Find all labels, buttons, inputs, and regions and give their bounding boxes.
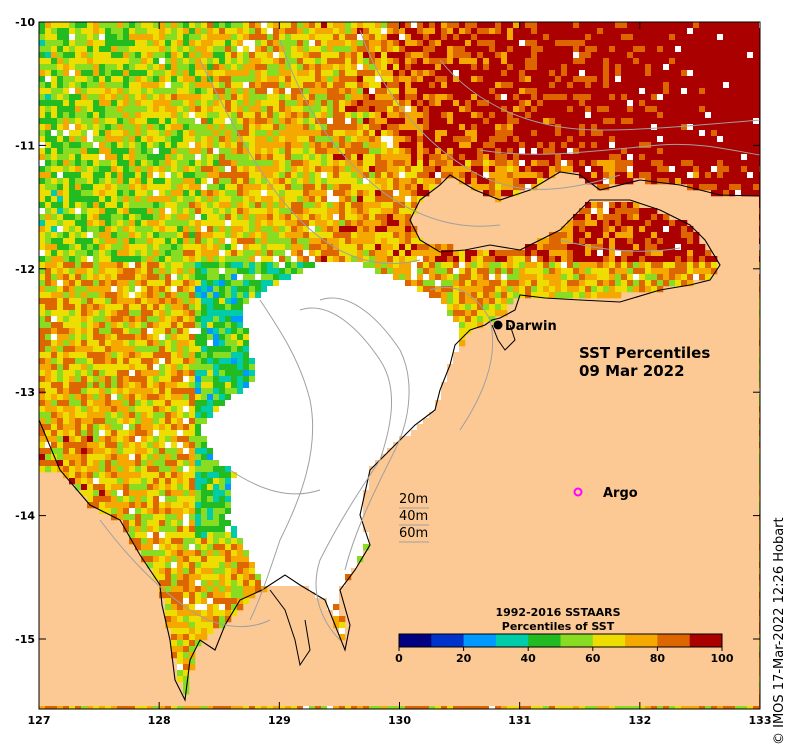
colorbar-swatch bbox=[592, 634, 626, 647]
coastline-inlet bbox=[491, 324, 516, 351]
x-axis-labels: 127 128 129 130 131 132 133 bbox=[28, 714, 772, 727]
colorbar-swatch bbox=[431, 634, 465, 647]
depth-legend: 20m 40m 60m bbox=[399, 492, 429, 543]
colorbar-tick-label: 0 bbox=[395, 652, 403, 665]
x-tick-label: 132 bbox=[628, 714, 651, 727]
y-tick-label: -10 bbox=[15, 16, 35, 29]
y-tick-label: -13 bbox=[15, 386, 35, 399]
colorbar-swatch bbox=[560, 634, 594, 647]
axis-ticks bbox=[38, 21, 761, 709]
depth-legend-20m: 20m bbox=[399, 492, 428, 507]
colorbar-swatch bbox=[689, 634, 723, 647]
y-tick-label: -12 bbox=[15, 263, 35, 276]
coastline bbox=[39, 171, 760, 702]
sst-percentile-grid bbox=[39, 22, 760, 709]
coastline-bay bbox=[269, 589, 311, 667]
argo-marker bbox=[573, 487, 583, 497]
colorbar-tick-labels: 0 20 40 60 80 100 bbox=[395, 647, 734, 665]
colorbar-subtitle: Percentiles of SST bbox=[502, 620, 615, 633]
colorbar-swatch bbox=[463, 634, 497, 647]
argo-label: Argo bbox=[603, 486, 638, 501]
colorbar-tick-label: 100 bbox=[711, 652, 734, 665]
colorbar-swatch bbox=[495, 634, 529, 647]
x-tick-label: 128 bbox=[148, 714, 171, 727]
colorbar-tick-label: 60 bbox=[585, 652, 601, 665]
map-date: 09 Mar 2022 bbox=[579, 362, 685, 380]
colorbar-tick-label: 40 bbox=[521, 652, 537, 665]
colorbar-swatch bbox=[657, 634, 691, 647]
bathymetry-contours bbox=[99, 29, 760, 641]
y-axis-labels: -10 -11 -12 -13 -14 -15 bbox=[15, 16, 35, 646]
colorbar-swatch bbox=[625, 634, 658, 647]
depth-legend-60m: 60m bbox=[399, 526, 428, 541]
y-tick-label: -15 bbox=[15, 633, 35, 646]
darwin-marker bbox=[493, 320, 503, 330]
y-tick-label: -14 bbox=[15, 510, 35, 523]
darwin-label: Darwin bbox=[505, 319, 557, 334]
colorbar-swatch bbox=[528, 634, 561, 647]
x-tick-label: 129 bbox=[268, 714, 291, 727]
colorbar-title: 1992-2016 SSTAARS bbox=[495, 606, 620, 619]
x-tick-label: 130 bbox=[388, 714, 411, 727]
depth-legend-40m: 40m bbox=[399, 509, 428, 524]
y-tick-label: -11 bbox=[15, 139, 35, 152]
colorbar-tick-label: 80 bbox=[650, 652, 666, 665]
x-tick-label: 127 bbox=[28, 714, 51, 727]
x-tick-label: 131 bbox=[508, 714, 531, 727]
colorbar-swatch bbox=[399, 634, 432, 647]
map-title: SST Percentiles bbox=[579, 344, 710, 362]
imos-credit-text: © IMOS 17-Mar-2022 12:26 Hobart bbox=[772, 517, 787, 745]
colorbar-swatches bbox=[398, 633, 723, 648]
colorbar: 1992-2016 SSTAARS Percentiles of SST 0 20… bbox=[392, 600, 734, 670]
x-tick-label: 133 bbox=[749, 714, 772, 727]
colorbar-tick-label: 20 bbox=[456, 652, 472, 665]
